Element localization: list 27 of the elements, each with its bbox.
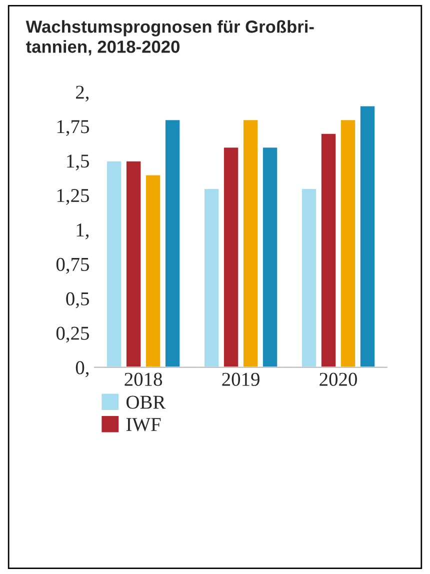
y-tick-label: 0,5	[66, 292, 89, 308]
y-tick-label: 2,	[76, 86, 89, 102]
bar	[164, 118, 182, 368]
y-tick-label: 1,75	[57, 120, 89, 136]
bar	[262, 146, 279, 368]
y-tick-label: 1,25	[57, 189, 89, 205]
x-tick-label: 2018	[124, 372, 162, 386]
bar	[144, 174, 162, 368]
y-tick-label: 1,5	[67, 154, 89, 170]
legend-label: IWF	[126, 418, 161, 432]
bar	[340, 118, 357, 368]
x-tick-label: 2020	[320, 372, 357, 386]
bar	[222, 146, 240, 368]
x-tick-label: 2019	[222, 372, 260, 386]
legend-label: OBR	[126, 396, 166, 409]
y-tick-label: 0,25	[56, 326, 89, 343]
bar	[242, 118, 260, 368]
bar	[320, 132, 338, 368]
bar	[106, 160, 123, 368]
bar	[203, 188, 220, 368]
bar	[125, 160, 142, 368]
y-tick-label: 0,75	[56, 258, 89, 274]
chart-title: Wachstumsprognosen für Großbri- tannien, 2018-2020	[26, 20, 314, 56]
y-tick-label: 1,	[76, 224, 89, 240]
bar	[359, 104, 376, 368]
y-tick-label: 0,	[76, 361, 89, 378]
bar	[300, 188, 318, 368]
